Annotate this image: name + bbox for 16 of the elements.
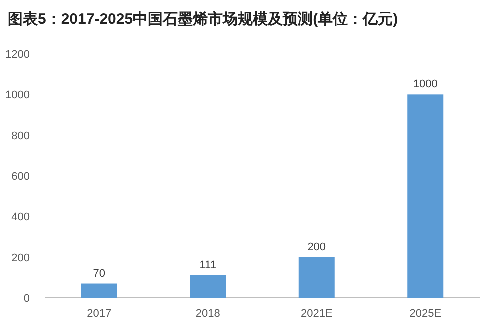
title: 图表5：2017-2025中国石墨烯市场规模及预测(单位：亿元): [8, 11, 398, 28]
data-label: 111: [200, 259, 216, 272]
x-tick-label: 2025E: [410, 308, 442, 320]
y-tick-label: 200: [12, 252, 30, 264]
y-tick-label: 400: [12, 212, 30, 224]
y-tick-label: 1200: [6, 49, 30, 61]
x-tick-label: 2021E: [300, 308, 333, 320]
data-label: 1000: [413, 78, 438, 91]
data-label: 200: [308, 241, 326, 254]
x-tick-label: 2018: [196, 308, 220, 320]
y-tick-label: 0: [24, 293, 30, 305]
y-tick-label: 1000: [6, 90, 30, 102]
y-tick-label: 600: [12, 171, 30, 183]
y-tick-label: 800: [12, 130, 30, 142]
data-label: 70: [93, 268, 106, 280]
x-tick-label: 2017: [87, 308, 112, 320]
